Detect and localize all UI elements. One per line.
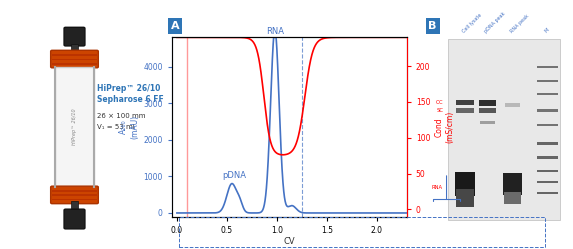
Bar xyxy=(71,44,79,53)
Text: RNA: RNA xyxy=(266,27,284,36)
Text: V₁ = 53 ml: V₁ = 53 ml xyxy=(97,124,135,130)
Bar xyxy=(537,124,558,126)
Text: M: M xyxy=(544,27,551,34)
Bar xyxy=(456,100,474,105)
Bar xyxy=(448,39,560,220)
Text: 26 × 100 mm: 26 × 100 mm xyxy=(97,113,146,119)
Bar xyxy=(455,172,474,196)
Bar xyxy=(179,217,545,247)
Bar xyxy=(52,194,97,196)
Bar xyxy=(537,93,558,95)
Bar xyxy=(480,121,495,124)
FancyBboxPatch shape xyxy=(50,186,99,204)
Bar xyxy=(537,109,558,112)
X-axis label: CV: CV xyxy=(284,238,295,247)
Bar xyxy=(52,199,97,200)
Bar xyxy=(456,189,474,207)
Bar xyxy=(52,63,97,64)
Y-axis label: A₂₆₀
(mAU): A₂₆₀ (mAU) xyxy=(119,115,139,139)
Text: pDNA: pDNA xyxy=(222,171,246,180)
Bar xyxy=(71,201,79,211)
Bar xyxy=(52,190,97,192)
Text: RNA peak: RNA peak xyxy=(509,13,529,34)
Bar xyxy=(55,67,94,187)
FancyBboxPatch shape xyxy=(64,209,85,229)
Bar xyxy=(505,103,520,107)
Text: OC: OC xyxy=(436,100,444,105)
Bar xyxy=(504,173,521,195)
Text: Cell lysate: Cell lysate xyxy=(461,12,482,34)
Text: pDNA peak: pDNA peak xyxy=(484,11,507,34)
Text: SC: SC xyxy=(437,108,444,113)
Text: HiPrep™ 26/10: HiPrep™ 26/10 xyxy=(72,109,77,145)
Text: B: B xyxy=(429,21,437,31)
Text: Sepharose 6 FF: Sepharose 6 FF xyxy=(97,95,163,104)
Text: HiPrep™ 26/10: HiPrep™ 26/10 xyxy=(97,84,160,93)
Bar xyxy=(537,142,558,145)
Bar xyxy=(537,181,558,183)
Bar xyxy=(537,191,558,194)
Y-axis label: Cond
(mS/cm): Cond (mS/cm) xyxy=(434,111,454,143)
Bar xyxy=(537,65,558,68)
Bar xyxy=(537,80,558,82)
Text: RNA: RNA xyxy=(431,185,442,190)
Bar xyxy=(537,170,558,172)
Bar xyxy=(537,156,558,159)
Bar xyxy=(52,59,97,60)
Bar xyxy=(456,109,474,113)
Bar xyxy=(504,192,521,204)
FancyBboxPatch shape xyxy=(50,50,99,68)
Bar xyxy=(52,54,97,56)
Text: A: A xyxy=(170,21,179,31)
FancyBboxPatch shape xyxy=(64,27,85,46)
Bar xyxy=(479,108,496,113)
Bar xyxy=(479,100,496,106)
